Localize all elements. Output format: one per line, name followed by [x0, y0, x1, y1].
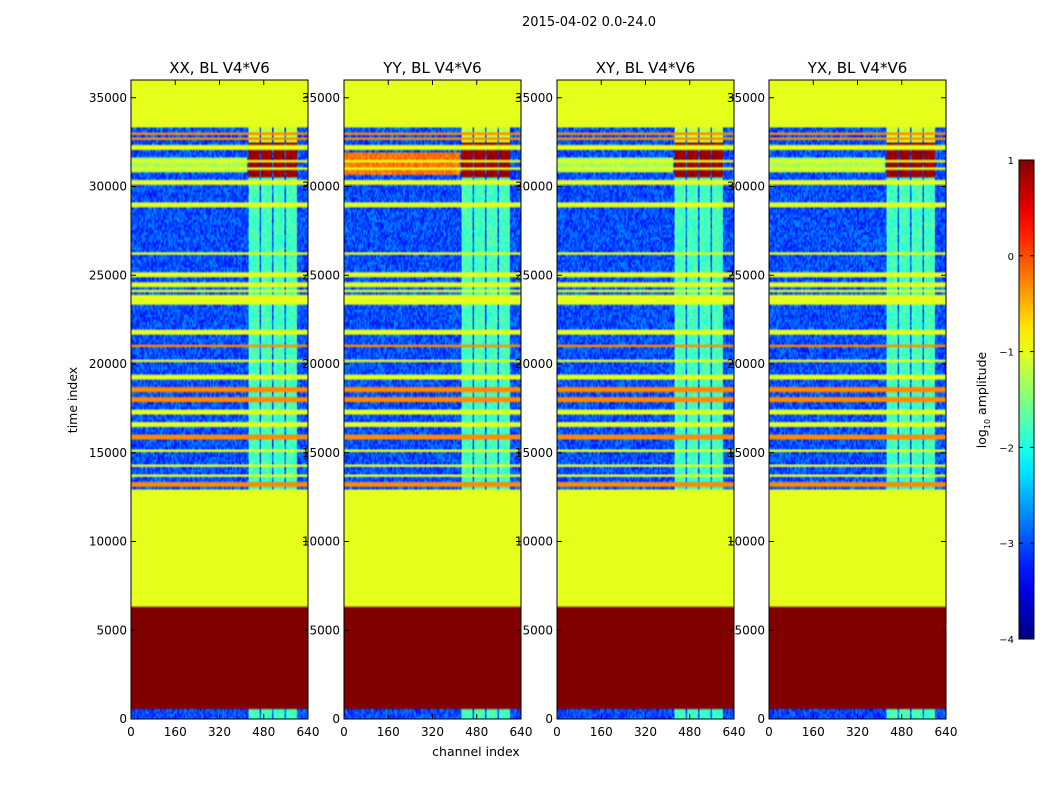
y-tick-label: 5000: [734, 623, 765, 637]
colorbar-tick-label: −3: [999, 539, 1014, 550]
x-tick-label: 640: [935, 725, 958, 739]
y-tick-label: 35000: [302, 91, 340, 105]
x-tick-label: 0: [765, 725, 773, 739]
x-tick-label: 160: [164, 725, 187, 739]
panel-1: YY, BL V4*V6 0 160 320 480 640 0 5000 10000 15000…: [302, 59, 533, 739]
panel-title: XY, BL V4*V6: [596, 59, 696, 77]
y-tick-label: 10000: [302, 535, 340, 549]
y-tick-label: 30000: [89, 180, 127, 194]
x-tick-label: 320: [634, 725, 657, 739]
x-tick-label: 160: [590, 725, 613, 739]
panel-2: XY, BL V4*V6 0 160 320 480 640 0 5000 10000 15000…: [515, 59, 746, 739]
x-tick-label: 480: [890, 725, 913, 739]
colorbar-gradient: [1018, 159, 1035, 640]
y-tick-label: 0: [119, 712, 127, 726]
x-tick-label: 320: [846, 725, 869, 739]
y-tick-label: 30000: [727, 180, 765, 194]
colorbar-tick-label: 0: [1008, 252, 1014, 263]
x-tick-label: 0: [553, 725, 561, 739]
x-tick-label: 480: [252, 725, 275, 739]
panel-heatmap-image: [557, 80, 734, 719]
x-tick-label: 0: [127, 725, 135, 739]
panel-title: YX, BL V4*V6: [807, 59, 908, 77]
panel-title: YY, BL V4*V6: [382, 59, 481, 77]
y-tick-label: 20000: [727, 357, 765, 371]
x-tick-label: 320: [208, 725, 231, 739]
x-tick-label: 160: [802, 725, 825, 739]
y-tick-label: 15000: [89, 446, 127, 460]
x-tick-label: 640: [723, 725, 746, 739]
x-tick-label: 640: [510, 725, 533, 739]
y-tick-label: 5000: [96, 623, 127, 637]
y-tick-label: 25000: [515, 268, 553, 282]
x-tick-label: 160: [377, 725, 400, 739]
y-tick-label: 20000: [515, 357, 553, 371]
y-tick-label: 35000: [515, 91, 553, 105]
colorbar-label: log10 amplitude: [974, 351, 992, 448]
y-tick-label: 0: [545, 712, 553, 726]
y-tick-label: 25000: [302, 268, 340, 282]
x-tick-label: 320: [421, 725, 444, 739]
x-tick-label: 480: [678, 725, 701, 739]
y-tick-label: 10000: [515, 535, 553, 549]
x-axis-label: channel index: [432, 744, 520, 759]
y-tick-label: 0: [757, 712, 765, 726]
y-axis-label: time index: [65, 367, 80, 433]
panel-heatmap-image: [769, 80, 946, 719]
x-tick-label: 0: [340, 725, 348, 739]
y-tick-label: 0: [332, 712, 340, 726]
y-tick-label: 10000: [727, 535, 765, 549]
figure-suptitle: 2015-04-02 0.0-24.0: [522, 15, 656, 30]
x-tick-label: 640: [297, 725, 320, 739]
y-tick-label: 20000: [89, 357, 127, 371]
y-tick-label: 15000: [302, 446, 340, 460]
panel-heatmap-image: [344, 80, 521, 719]
colorbar-tick-label: −1: [999, 348, 1014, 359]
y-tick-label: 5000: [309, 623, 340, 637]
y-tick-label: 5000: [522, 623, 553, 637]
colorbar-tick-label: 1: [1008, 156, 1014, 167]
colorbar-tick-label: −4: [999, 635, 1014, 646]
x-tick-label: 480: [465, 725, 488, 739]
y-tick-label: 15000: [515, 446, 553, 460]
panel-heatmap-image: [131, 80, 308, 719]
panel-3: YX, BL V4*V6 0 160 320 480 640 0 5000 10000 15000…: [727, 59, 958, 739]
y-tick-label: 15000: [727, 446, 765, 460]
y-tick-label: 30000: [515, 180, 553, 194]
y-tick-label: 35000: [89, 91, 127, 105]
y-tick-label: 25000: [727, 268, 765, 282]
y-tick-label: 30000: [302, 180, 340, 194]
y-tick-label: 20000: [302, 357, 340, 371]
panel-title: XX, BL V4*V6: [169, 59, 270, 77]
panel-0: XX, BL V4*V6 0 160 320 480 640 0 5000 10000 15000…: [89, 59, 320, 739]
y-tick-label: 10000: [89, 535, 127, 549]
y-tick-label: 35000: [727, 91, 765, 105]
y-tick-label: 25000: [89, 268, 127, 282]
colorbar-tick-label: −2: [999, 443, 1014, 454]
